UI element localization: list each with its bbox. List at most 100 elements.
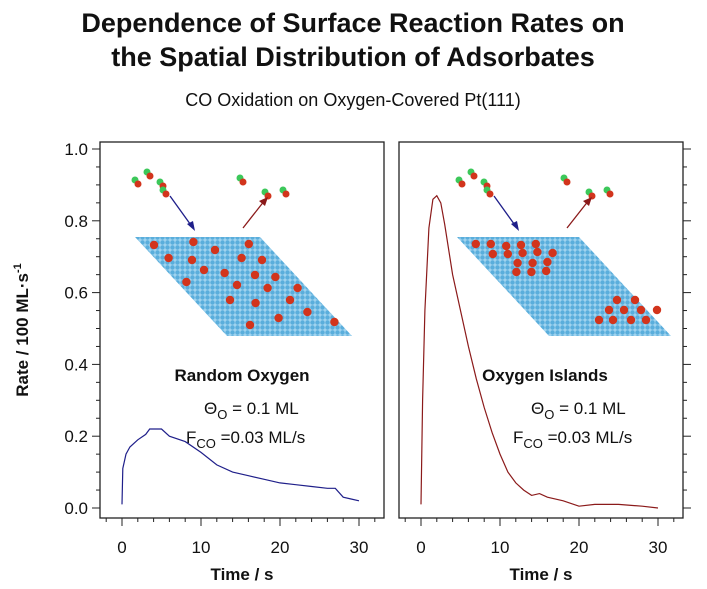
adsorption-arrow-icon — [169, 195, 194, 229]
oxygen-atom — [548, 248, 557, 258]
x-tick-label: 30 — [649, 538, 668, 557]
oxygen-atom — [543, 257, 552, 267]
oxygen-atom — [486, 239, 495, 249]
oxygen-atom — [652, 305, 662, 315]
x-tick-label: 10 — [192, 538, 211, 557]
oxygen-atom — [608, 315, 618, 325]
plot-frame — [398, 141, 684, 519]
oxygen-atom — [528, 258, 537, 268]
co-molecule-o — [239, 178, 247, 186]
oxygen-atom — [220, 268, 229, 278]
oxygen-atom — [263, 283, 272, 293]
oxygen-atom — [149, 240, 159, 250]
x-tick-label: 0 — [416, 538, 425, 557]
x-tick-label: 10 — [491, 538, 510, 557]
oxygen-atom — [503, 249, 512, 259]
oxygen-atom — [612, 295, 622, 305]
oxygen-atom — [210, 245, 220, 255]
oxygen-atom — [636, 305, 646, 315]
oxygen-atom — [542, 266, 551, 276]
oxygen-atom — [604, 305, 614, 315]
arrowhead-icon — [259, 197, 268, 206]
oxygen-atom — [293, 283, 302, 293]
oxygen-atom — [257, 255, 267, 265]
oxygen-atom — [626, 315, 636, 325]
x-tick-label: 30 — [350, 538, 369, 557]
oxygen-atom — [531, 239, 540, 249]
co-molecule-o — [458, 180, 466, 188]
adsorption-arrow-icon — [493, 195, 518, 229]
x-tick-label: 20 — [570, 538, 589, 557]
x-axis-label: Time / s — [211, 565, 274, 584]
title-line-1: Dependence of Surface Reaction Rates on — [81, 8, 624, 38]
arrowhead-icon — [187, 221, 195, 231]
oxygen-atom — [182, 277, 191, 287]
arrowhead-icon — [511, 221, 519, 231]
oxygen-atom — [527, 267, 536, 277]
oxygen-atom — [471, 239, 480, 249]
arrowhead-icon — [583, 197, 592, 206]
y-tick-label: 0.8 — [64, 212, 88, 231]
y-tick-label: 0.0 — [64, 499, 88, 518]
pt-surface-illustration — [457, 237, 671, 336]
co-molecule-o — [563, 178, 571, 186]
panel-random-oxygen: 0 10 20 30 Time / s 0.0 0.2 0.4 0.6 0.8 1.0 Random … — [64, 140, 385, 584]
title-line-2: the Spatial Distribution of Adsorbates — [111, 42, 595, 72]
oxygen-atom — [237, 253, 246, 263]
oxygen-atom — [232, 280, 242, 290]
oxygen-atom — [285, 295, 295, 305]
desorption-arrow-icon — [242, 199, 266, 229]
co-molecule-o — [486, 190, 494, 198]
oxygen-atom — [641, 315, 651, 325]
oxygen-atom — [512, 267, 521, 277]
panel-oxygen-islands: 0 10 20 30 Time / s Oxygen Islands ΘO = 0.1 ML… — [398, 141, 691, 584]
rate-curve — [121, 428, 360, 505]
pt-surface-illustration — [135, 237, 352, 336]
oxygen-atom — [488, 249, 497, 259]
co-molecule-o — [588, 192, 596, 200]
oxygen-atom — [594, 315, 604, 325]
co-molecule-o — [282, 190, 290, 198]
coverage-annotation: ΘO = 0.1 ML — [204, 399, 299, 422]
oxygen-atom — [225, 295, 235, 305]
oxygen-atom — [189, 237, 198, 247]
oxygen-atom — [187, 255, 197, 265]
oxygen-atom — [251, 298, 260, 308]
plot-frame — [99, 141, 385, 519]
co-molecule-o — [606, 190, 614, 198]
coverage-annotation: ΘO = 0.1 ML — [531, 399, 626, 422]
co-molecule-o — [162, 190, 170, 198]
oxygen-atom — [199, 265, 209, 275]
y-tick-label: 1.0 — [64, 140, 88, 159]
desorption-arrow-icon — [566, 199, 590, 229]
oxygen-atom — [274, 313, 283, 323]
oxygen-atom — [533, 247, 542, 257]
oxygen-atom — [516, 240, 526, 250]
oxygen-atom — [303, 307, 312, 317]
panel-label: Random Oxygen — [174, 366, 309, 385]
co-molecule-o — [470, 172, 478, 180]
oxygen-atom — [518, 248, 527, 258]
oxygen-atom — [630, 295, 640, 305]
y-tick-label: 0.4 — [64, 355, 88, 374]
oxygen-atom — [244, 239, 253, 249]
oxygen-atom — [330, 317, 339, 327]
x-tick-label: 0 — [117, 538, 126, 557]
co-molecule-o — [134, 180, 142, 188]
x-tick-label: 20 — [271, 538, 290, 557]
rate-curve — [420, 194, 659, 509]
flux-annotation: FCO =0.03 ML/s — [186, 428, 305, 451]
x-axis-label: Time / s — [510, 565, 573, 584]
co-molecule-o — [264, 192, 272, 200]
panel-label: Oxygen Islands — [482, 366, 608, 385]
flux-annotation: FCO =0.03 ML/s — [513, 428, 632, 451]
oxygen-atom — [513, 258, 522, 268]
oxygen-atom — [250, 270, 260, 280]
oxygen-atom — [271, 272, 280, 282]
oxygen-atom — [619, 305, 629, 315]
co-molecule-o — [146, 172, 154, 180]
oxygen-atom — [245, 320, 255, 330]
subtitle: CO Oxidation on Oxygen-Covered Pt(111) — [185, 90, 521, 110]
